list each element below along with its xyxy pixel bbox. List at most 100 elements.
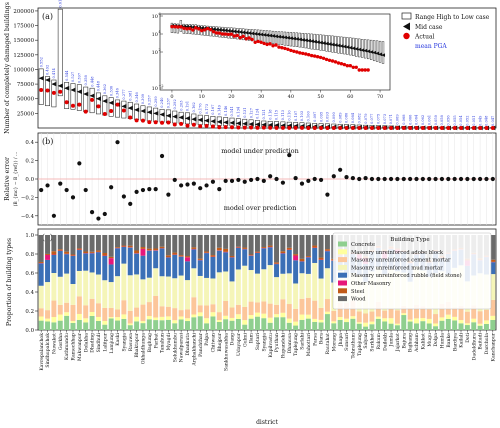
stack-masonry-unreinforced-adobe-block (216, 320, 222, 322)
stack-masonry-unreinforced-mud-mortar (235, 269, 241, 305)
actual-marker (484, 126, 489, 130)
stack-concrete (439, 320, 445, 330)
pga-label: 0.075 (377, 113, 381, 124)
stack-steel (178, 255, 184, 257)
stack-wood (267, 235, 273, 246)
legend-mid-swatch (403, 22, 410, 31)
stack-masonry-unreinforced-cement-mortar (146, 302, 152, 317)
b-y-tick-label: −0.4 (21, 214, 35, 220)
inset-y-tick-label: 10 (152, 32, 158, 38)
stack-masonry-unreinforced-mud-mortar (172, 278, 178, 309)
error-point (471, 176, 476, 182)
stack-masonry-unreinforced-adobe-block (407, 319, 413, 322)
stack-concrete (420, 321, 426, 330)
inset-actual-marker (185, 27, 189, 31)
district-label: Gorkha (58, 333, 64, 350)
inset-actual-marker (342, 62, 347, 67)
stack-masonry-unreinforced-adobe-block (318, 319, 324, 323)
inset-mid-marker (241, 30, 246, 35)
stack-masonry-unreinforced-rubble-field-stone- (102, 255, 108, 281)
stack-concrete (51, 322, 57, 330)
stack-concrete (363, 326, 369, 330)
stack-concrete (134, 321, 140, 330)
actual-marker (83, 109, 88, 114)
inset-actual-marker (265, 42, 269, 47)
inset-actual-marker (324, 57, 329, 62)
inset-mid-marker (342, 44, 347, 49)
mid-marker (153, 111, 159, 116)
error-point (204, 183, 209, 188)
stack-masonry-unreinforced-cement-mortar (178, 310, 184, 317)
stack-steel (312, 245, 318, 248)
stack-masonry-unreinforced-rubble-field-stone- (312, 247, 318, 263)
pga-label: 0.162 (192, 102, 196, 112)
inset-mid-marker (300, 38, 305, 42)
actual-marker (344, 125, 349, 130)
stack-steel (108, 256, 114, 259)
stack-steel (235, 246, 241, 248)
stack-concrete (299, 319, 305, 330)
inset-actual-marker (176, 25, 180, 29)
actual-marker (401, 125, 406, 130)
pga-label: 0.257 (148, 94, 152, 105)
inset-actual-marker (197, 27, 201, 31)
error-point (433, 176, 438, 182)
stack-masonry-unreinforced-cement-mortar (439, 303, 445, 318)
actual-marker (325, 125, 330, 130)
district-label: Jumla (389, 333, 395, 348)
stack-masonry-unreinforced-cement-mortar (95, 303, 101, 317)
error-point (210, 179, 216, 184)
stack-masonry-unreinforced-adobe-block (420, 318, 426, 322)
stack-steel (286, 247, 292, 250)
district-label: Lalitpur (102, 332, 108, 351)
mid-marker (210, 118, 216, 124)
inset-mid-marker (372, 50, 377, 55)
actual-marker (369, 125, 374, 130)
inset-y-tick-label: 10 (152, 86, 158, 92)
legend-range-label: Range High to Low case (415, 14, 490, 21)
pga-label: 0.064 (415, 114, 419, 125)
actual-marker (312, 125, 317, 130)
pga-label: 0.052 (466, 115, 470, 125)
pga-label: 0.203 (179, 100, 183, 111)
stack-steel (146, 248, 152, 251)
legend-swatch (338, 272, 347, 278)
mid-marker (70, 87, 76, 93)
inset-actual-marker (238, 35, 243, 40)
stack-steel (324, 249, 330, 251)
inset-mid-marker (297, 37, 302, 42)
inset-mid-marker (336, 43, 341, 48)
inset-actual-marker (199, 28, 204, 33)
stack-masonry-unreinforced-adobe-block (286, 318, 292, 323)
range-box (83, 86, 89, 112)
stack-concrete (388, 323, 394, 330)
stack-masonry-unreinforced-cement-mortar (280, 299, 286, 313)
mid-marker (51, 81, 57, 87)
a-y-tick-label: 100000 (13, 67, 34, 73)
mid-marker (223, 120, 229, 125)
error-point (318, 177, 324, 183)
pga-label: 0.146 (224, 105, 228, 116)
district-label: Bhaktapur (134, 332, 140, 357)
inset-mid-marker (381, 53, 386, 57)
district-label: Humla (440, 333, 446, 349)
error-point (325, 192, 330, 197)
stack-masonry-unreinforced-mud-mortar (216, 272, 222, 313)
stack-masonry-unreinforced-adobe-block (102, 321, 108, 325)
inset-range-box (236, 28, 239, 40)
pga-label: 0.527 (71, 71, 75, 82)
inset-actual-marker (348, 64, 353, 68)
actual-marker (128, 115, 133, 120)
mid-marker (261, 122, 267, 128)
stack-masonry-unreinforced-mud-mortar (95, 274, 101, 304)
stack-concrete (216, 321, 222, 330)
actual-marker (350, 125, 355, 130)
inset-mid-marker (327, 42, 332, 46)
district-label: Rautahat (325, 333, 331, 355)
inset-y-tick-exponent: 2 (159, 48, 161, 52)
stack-concrete (108, 318, 114, 330)
stack-concrete (312, 321, 318, 330)
actual-marker (299, 125, 304, 130)
pga-label: 0.131 (243, 107, 247, 117)
stack-steel (242, 247, 248, 249)
